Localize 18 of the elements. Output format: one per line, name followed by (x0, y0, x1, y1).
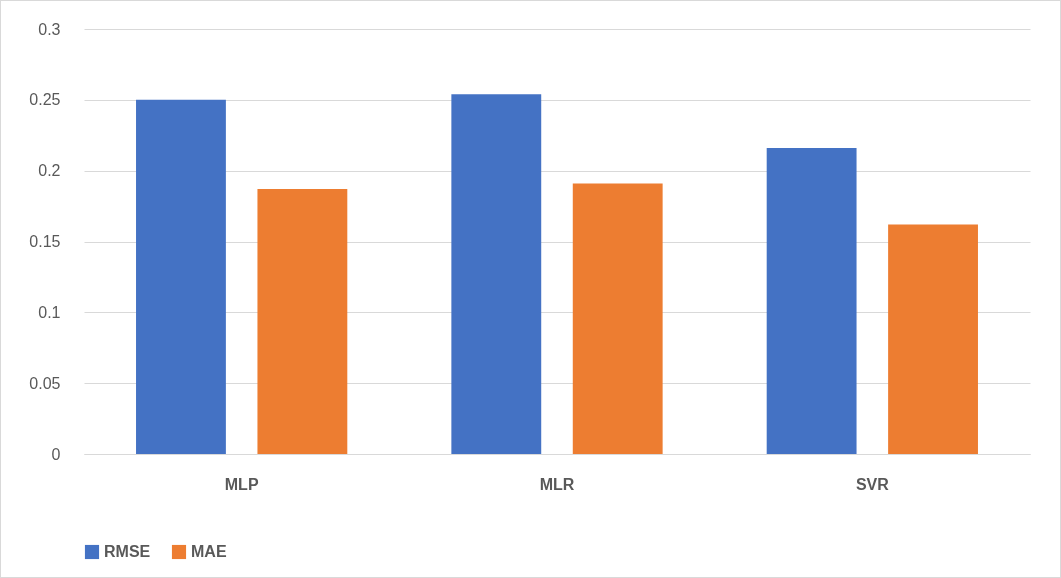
legend-label: MAE (191, 543, 227, 560)
y-tick-label: 0.15 (29, 233, 61, 250)
bar (451, 94, 542, 454)
bar (572, 183, 663, 454)
y-tick-label: 0.2 (38, 162, 61, 180)
bar (257, 189, 348, 454)
bar (136, 99, 226, 454)
legend-label: RMSE (104, 543, 151, 560)
x-tick-label: SVR (855, 475, 890, 493)
x-tick-label: MLP (224, 475, 259, 493)
y-tick-label: 0.3 (38, 20, 61, 38)
y-tick-label: 0.25 (29, 91, 61, 109)
bar (888, 224, 978, 454)
x-tick-label: MLR (539, 475, 575, 493)
y-tick-label: 0.1 (38, 303, 61, 321)
y-tick-label: 0.05 (29, 374, 61, 392)
y-tick-label: 0 (51, 445, 61, 463)
bar (766, 148, 857, 454)
